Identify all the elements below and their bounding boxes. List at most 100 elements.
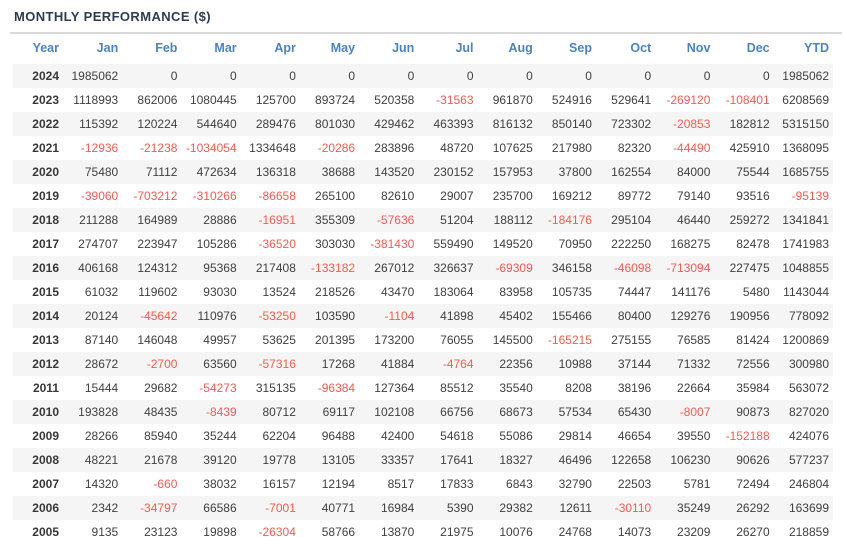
value-cell: 816132 <box>477 112 537 136</box>
value-cell: -381430 <box>370 237 415 251</box>
year-cell: 2005 <box>32 525 59 537</box>
value-cell: 43470 <box>380 285 415 299</box>
value-cell: 71332 <box>655 352 715 376</box>
value-cell: 45402 <box>477 304 537 328</box>
value-cell: -21238 <box>140 141 178 155</box>
value-cell: 157953 <box>477 160 537 184</box>
value-cell: 90626 <box>714 448 774 472</box>
value-cell: 35984 <box>736 381 770 395</box>
value-cell: 0 <box>477 64 537 88</box>
value-cell: -165215 <box>547 333 592 347</box>
value-cell: 201395 <box>315 333 356 347</box>
value-cell: 72494 <box>736 477 770 491</box>
value-cell: 69117 <box>299 400 360 424</box>
value-cell: 5480 <box>742 285 770 299</box>
value-cell: 559490 <box>433 237 474 251</box>
year-cell: 2019 <box>32 189 59 203</box>
year-cell: 2012 <box>13 352 63 376</box>
value-cell: 22503 <box>617 477 652 491</box>
value-cell: 66586 <box>181 496 241 520</box>
value-cell: -44490 <box>673 141 711 155</box>
year-cell: 2010 <box>13 400 63 424</box>
column-header-oct: Oct <box>630 41 652 55</box>
value-cell: 136318 <box>240 160 300 184</box>
value-cell: 146048 <box>137 333 178 347</box>
value-cell: 326637 <box>418 256 478 280</box>
value-cell: 168275 <box>670 237 711 251</box>
value-cell: 82610 <box>380 189 415 203</box>
value-cell: 37144 <box>595 352 656 376</box>
value-cell: 110976 <box>181 304 241 328</box>
value-cell: 1685755 <box>773 160 833 184</box>
year-cell: 2018 <box>13 208 63 232</box>
value-cell: 0 <box>655 64 715 88</box>
value-cell: 107625 <box>492 141 533 155</box>
value-cell: 62204 <box>262 429 296 443</box>
value-cell: 48435 <box>122 400 182 424</box>
value-cell: 93516 <box>736 189 770 203</box>
value-cell: 18327 <box>477 448 537 472</box>
value-cell: 22664 <box>677 381 711 395</box>
value-cell: 38688 <box>299 160 360 184</box>
value-cell: 20124 <box>63 304 123 328</box>
value-cell: 0 <box>418 64 478 88</box>
value-cell: 424076 <box>788 429 829 443</box>
value-cell: 145500 <box>492 333 533 347</box>
value-cell: 129276 <box>655 304 715 328</box>
value-cell: 53625 <box>262 333 296 347</box>
value-cell: 2342 <box>63 496 123 520</box>
value-cell: 35249 <box>655 496 715 520</box>
value-cell: -16951 <box>240 208 300 232</box>
value-cell: -96384 <box>317 381 356 395</box>
value-cell: 355309 <box>299 208 360 232</box>
value-cell: 544640 <box>181 112 241 136</box>
year-cell: 2006 <box>13 496 63 520</box>
value-cell: 37800 <box>536 160 596 184</box>
value-cell: 42400 <box>380 429 415 443</box>
value-cell: 5315150 <box>773 112 833 136</box>
value-cell: 41898 <box>418 304 478 328</box>
value-cell: 529641 <box>611 93 652 107</box>
value-cell: 82320 <box>617 141 652 155</box>
column-header-apr: Apr <box>274 41 296 55</box>
value-cell: 46440 <box>655 208 715 232</box>
table-row-2005: 2005 9135 23123 19898 -26304 58766 13870 21975 1… <box>13 520 833 537</box>
value-cell: 82478 <box>736 237 770 251</box>
value-cell: 283896 <box>374 141 415 155</box>
value-cell: 89772 <box>617 189 652 203</box>
value-cell: 16157 <box>262 477 296 491</box>
column-header-ytd: YTD <box>804 41 829 55</box>
year-cell: 2007 <box>32 477 59 491</box>
year-cell: 2024 <box>13 64 63 88</box>
value-cell: -26304 <box>258 525 296 537</box>
value-cell: 61032 <box>84 285 119 299</box>
value-cell: 13524 <box>262 285 296 299</box>
value-cell: -133182 <box>299 256 360 280</box>
value-cell: 0 <box>714 64 774 88</box>
value-cell: 162554 <box>595 160 656 184</box>
value-cell: 38032 <box>203 477 237 491</box>
value-cell: 827020 <box>773 400 833 424</box>
value-cell: 75480 <box>63 160 123 184</box>
value-cell: 10076 <box>499 525 533 537</box>
value-cell: 83958 <box>499 285 533 299</box>
value-cell: 850140 <box>536 112 596 136</box>
value-cell: 315135 <box>255 381 296 395</box>
year-cell: 2014 <box>13 304 63 328</box>
year-cell: 2008 <box>13 448 63 472</box>
value-cell: 33357 <box>359 448 419 472</box>
value-cell: 1200869 <box>782 333 829 347</box>
value-cell: -69309 <box>477 256 537 280</box>
value-cell: -4764 <box>418 352 478 376</box>
value-cell: 217980 <box>551 141 592 155</box>
value-cell: 230152 <box>418 160 478 184</box>
value-cell: 274707 <box>78 237 119 251</box>
value-cell: 211288 <box>63 208 123 232</box>
value-cell: 68673 <box>477 400 537 424</box>
value-cell: -30110 <box>595 496 656 520</box>
value-cell: 188112 <box>477 208 537 232</box>
value-cell: 190956 <box>714 304 774 328</box>
value-cell: 6843 <box>506 477 533 491</box>
value-cell: 1143044 <box>783 285 829 299</box>
